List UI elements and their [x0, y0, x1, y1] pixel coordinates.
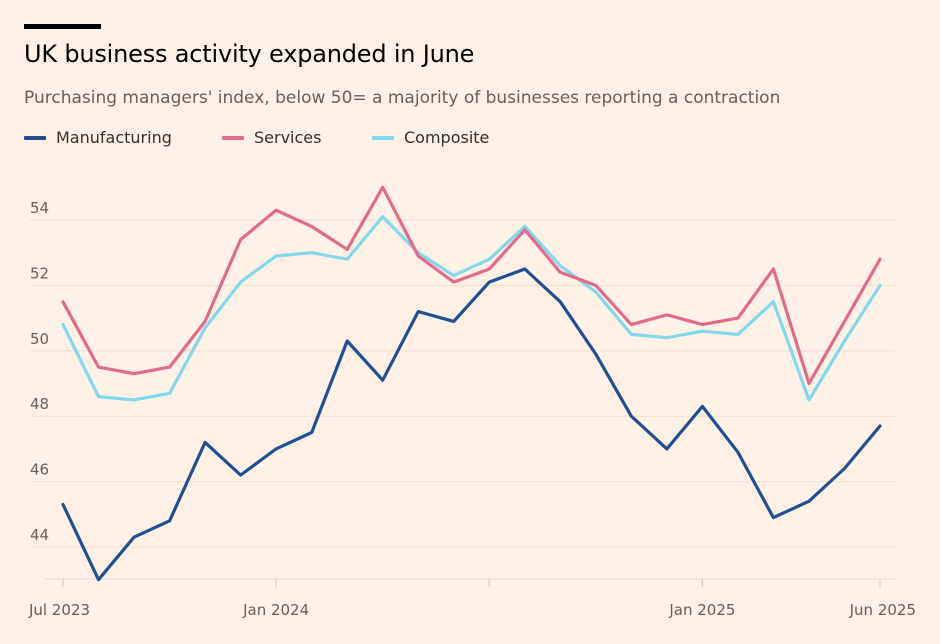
- series-line-manufacturing: [61, 267, 882, 582]
- legend-label-services: Services: [254, 128, 322, 147]
- y-tick-label: 46: [30, 461, 49, 479]
- y-tick-label: 54: [30, 199, 49, 217]
- legend: Manufacturing Services Composite: [24, 128, 924, 150]
- series-line-services: [61, 185, 882, 386]
- x-tick-label: Jan 2025: [668, 601, 735, 619]
- brand-bar: [24, 24, 101, 29]
- y-tick-label: 48: [30, 395, 49, 413]
- chart-title: UK business activity expanded in June: [24, 40, 475, 68]
- x-tick-label: Jan 2024: [242, 601, 309, 619]
- y-tick-label: 44: [30, 526, 49, 544]
- series-line-composite: [61, 215, 882, 402]
- legend-swatch-manufacturing: [24, 135, 46, 140]
- legend-item-composite: Composite: [372, 128, 489, 147]
- x-axis-ticks: Jul 2023 Jan 2024 Jan 2025 Jun 2025: [28, 579, 916, 619]
- y-tick-label: 50: [30, 330, 49, 348]
- legend-swatch-composite: [372, 135, 394, 140]
- legend-swatch-services: [222, 135, 244, 140]
- gridlines: [30, 219, 895, 548]
- y-tick-label: 52: [30, 264, 49, 282]
- legend-label-composite: Composite: [404, 128, 490, 147]
- x-tick-label: Jul 2023: [28, 601, 90, 619]
- x-tick-label: Jun 2025: [849, 601, 916, 619]
- legend-item-manufacturing: Manufacturing: [24, 128, 172, 147]
- legend-label-manufacturing: Manufacturing: [56, 128, 172, 147]
- chart-subtitle: Purchasing managers' index, below 50= a …: [24, 88, 781, 108]
- legend-item-services: Services: [222, 128, 321, 147]
- y-axis-ticks: 44 46 48 50 52 54: [30, 199, 49, 544]
